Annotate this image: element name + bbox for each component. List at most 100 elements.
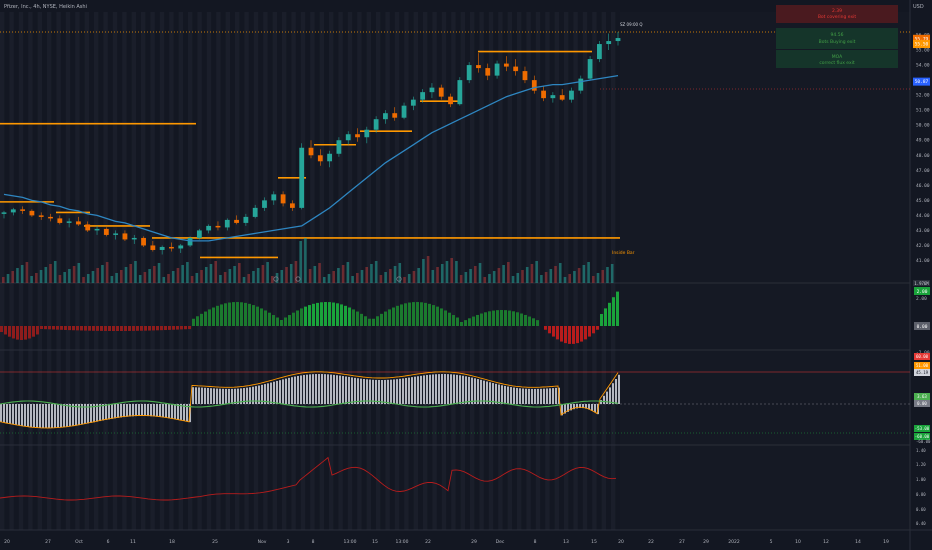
wave-bar <box>354 377 356 404</box>
volume-bar <box>318 263 321 283</box>
osc-bar <box>112 326 115 331</box>
osc-bar <box>404 303 407 326</box>
osc-bar <box>332 302 335 326</box>
osc-bar <box>168 326 171 330</box>
dashboard-cell <box>776 28 898 49</box>
volume-bar <box>176 268 180 283</box>
event-marker[interactable] <box>295 276 301 282</box>
wave-bar <box>510 387 512 404</box>
wave-bar <box>525 388 527 404</box>
wave-bar <box>423 375 425 404</box>
event-marker[interactable] <box>396 276 402 282</box>
osc-bar <box>200 313 203 326</box>
wave-bar <box>36 404 38 428</box>
wave-badge-text: 3.63 <box>917 394 927 399</box>
osc-bar <box>340 304 343 326</box>
wave-bar <box>438 374 440 404</box>
wave-bar <box>291 377 293 404</box>
candle-body <box>457 80 463 105</box>
volume-bar <box>256 268 260 283</box>
candle-body <box>224 219 230 228</box>
volume-bar <box>601 270 605 283</box>
wave-bar <box>393 379 395 404</box>
osc-badge <box>914 322 930 330</box>
wave-bar <box>174 404 176 420</box>
wave-bar <box>222 388 224 404</box>
candle-body <box>66 221 72 223</box>
candle-body <box>252 207 258 217</box>
osc-bar <box>612 297 615 326</box>
volume-bar <box>422 259 425 283</box>
osc-bar <box>32 326 35 337</box>
osc-bar <box>64 326 67 330</box>
session-band <box>84 12 89 530</box>
wave-badge <box>914 433 930 440</box>
wave-bar <box>381 379 383 404</box>
osc-bar <box>364 316 367 326</box>
volume-bar <box>497 268 501 283</box>
volume-bar <box>228 269 232 283</box>
wave-bar <box>492 383 494 404</box>
wave-bar <box>93 404 95 423</box>
sz-label: SZ 09:00 Q <box>620 22 643 27</box>
momentum-line <box>0 400 619 408</box>
time-axis-label: 18 <box>169 539 175 545</box>
time-axis-label: 22 <box>425 539 431 545</box>
wave-bar <box>348 376 350 404</box>
volume-bar <box>280 270 284 283</box>
osc-bar <box>380 313 383 326</box>
volume-bar <box>384 272 387 283</box>
wave-bar <box>204 387 206 404</box>
osc-bar <box>8 326 11 337</box>
candle-body <box>196 230 202 238</box>
wave-bar <box>54 404 56 428</box>
wave-badge-text: -53.00 <box>915 426 930 431</box>
candle-body <box>327 153 333 162</box>
volume-bar <box>63 272 66 283</box>
candle-body <box>308 147 314 156</box>
wave-bar <box>480 379 482 404</box>
osc-bar <box>316 302 319 326</box>
candle-body <box>94 228 100 231</box>
osc-bar <box>580 326 583 342</box>
time-axis-label: 5 <box>770 539 773 545</box>
session-band <box>517 12 522 530</box>
session-band <box>347 12 353 530</box>
wave-bar <box>102 404 104 421</box>
wave-bar <box>399 378 401 404</box>
time-axis[interactable]: 20 27 Oct 6 11 18 25 Nov 3 8 13:00 15 13:00 22 29 Dec 8 1… <box>4 539 889 545</box>
wave-bar <box>297 375 299 404</box>
candle-body <box>48 216 53 219</box>
osc-bar <box>592 326 595 334</box>
volume-bar <box>587 262 590 283</box>
session-band <box>159 12 165 530</box>
session-band <box>131 12 136 530</box>
volume-bar <box>120 270 123 283</box>
volume-bar <box>181 265 184 283</box>
price-axis-label: 50.00 <box>916 123 930 129</box>
event-marker[interactable] <box>273 276 279 282</box>
candle-body <box>29 210 35 216</box>
session-band <box>75 12 80 530</box>
wave-bar <box>528 388 530 404</box>
osc-bar <box>300 308 303 326</box>
dashboard-value: 94.56 <box>831 32 844 38</box>
osc-bar <box>296 310 299 326</box>
wave-bar <box>63 404 65 428</box>
wave-bar <box>153 404 155 417</box>
wave-bar <box>192 387 194 404</box>
candle-body <box>559 95 565 100</box>
time-axis-label: 15 <box>372 539 378 545</box>
volume-bar <box>153 266 156 283</box>
wave-bar <box>114 404 116 419</box>
osc-bar <box>324 302 327 326</box>
wave-bar <box>84 404 86 425</box>
wave-bar <box>99 404 101 422</box>
wave-bar <box>414 376 416 404</box>
wave-bar <box>15 404 17 425</box>
wave-bar <box>573 404 575 410</box>
session-band <box>94 12 99 530</box>
osc-bar <box>144 326 147 331</box>
wave-bar <box>45 404 47 428</box>
